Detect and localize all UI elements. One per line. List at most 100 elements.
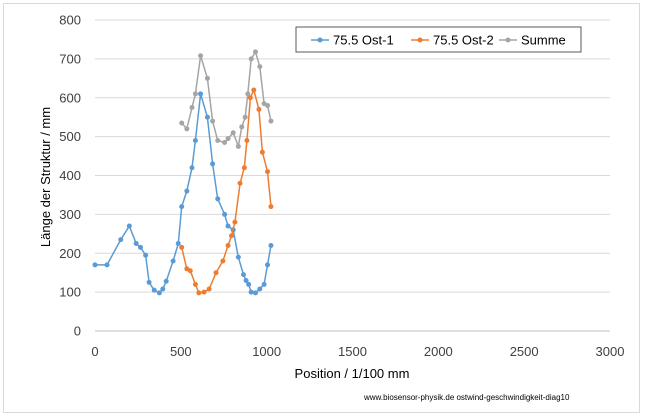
data-point	[239, 124, 245, 130]
legend-marker	[317, 37, 323, 43]
y-tick-label: 0	[74, 324, 81, 339]
data-point	[253, 49, 259, 55]
data-point	[201, 289, 207, 295]
x-tick-label: 1000	[252, 344, 281, 359]
y-tick-labels: 0 100 200 300 400 500 600 700 800	[59, 13, 81, 339]
data-point	[204, 114, 210, 120]
data-point	[143, 252, 149, 258]
legend-marker	[505, 37, 511, 43]
data-point	[257, 286, 263, 292]
data-point	[240, 272, 246, 278]
legend-label: 75.5 Ost-2	[433, 33, 494, 48]
data-point	[118, 237, 124, 243]
data-point	[248, 56, 254, 62]
data-point	[225, 136, 231, 142]
data-point	[210, 118, 216, 124]
series-line	[180, 87, 272, 294]
data-point	[92, 262, 98, 268]
data-point	[230, 130, 236, 136]
data-point	[265, 262, 271, 268]
data-point	[160, 286, 166, 292]
data-point	[248, 289, 254, 295]
data-point	[245, 91, 251, 97]
data-point	[244, 138, 250, 144]
data-point	[104, 262, 110, 268]
data-point	[192, 91, 198, 97]
x-tick-label: 3000	[596, 344, 625, 359]
data-point	[265, 169, 271, 175]
data-point	[215, 138, 221, 144]
series-1	[92, 91, 274, 296]
data-point	[246, 281, 252, 287]
chart-frame	[3, 3, 640, 413]
data-point	[247, 95, 253, 101]
data-point	[189, 165, 195, 171]
data-point	[235, 254, 241, 260]
source-note: www.biosensor-physik.de ostwind-geschwin…	[363, 393, 570, 402]
y-tick-label: 400	[59, 168, 81, 183]
data-point	[225, 223, 231, 229]
data-point	[189, 104, 195, 110]
data-point	[204, 75, 210, 81]
data-point	[265, 103, 271, 109]
data-point	[222, 139, 228, 145]
data-point	[170, 258, 176, 264]
legend-label: 75.5 Ost-1	[333, 33, 394, 48]
y-tick-label: 200	[59, 246, 81, 261]
data-point	[163, 278, 169, 284]
legend: 75.5 Ost-1 75.5 Ost-2 Summe	[295, 26, 582, 53]
data-point	[232, 219, 238, 225]
data-point	[235, 143, 241, 149]
data-point	[261, 281, 267, 287]
data-point	[242, 114, 248, 120]
x-tick-label: 2500	[510, 344, 539, 359]
data-point	[133, 241, 139, 247]
legend-label: Summe	[521, 33, 566, 48]
data-point	[137, 244, 143, 250]
legend-item: 75.5 Ost-1	[311, 33, 394, 48]
data-point	[225, 242, 231, 248]
data-point	[257, 64, 263, 70]
y-axis-title: Länge der Struktur / mm	[38, 107, 53, 247]
data-point	[268, 242, 274, 248]
data-point	[237, 180, 243, 186]
data-point	[268, 204, 274, 210]
data-point	[151, 287, 157, 293]
data-point	[179, 204, 185, 210]
data-point	[192, 138, 198, 144]
x-tick-label: 0	[91, 344, 98, 359]
x-tick-label: 1500	[338, 344, 367, 359]
y-tick-label: 500	[59, 129, 81, 144]
y-tick-label: 600	[59, 90, 81, 105]
data-point	[210, 161, 216, 167]
data-point	[256, 106, 262, 112]
series-3	[179, 49, 274, 150]
data-point	[187, 268, 193, 274]
data-point	[215, 196, 221, 202]
legend-item: Summe	[499, 33, 566, 48]
data-point	[241, 165, 247, 171]
data-point	[220, 258, 226, 264]
series-2	[179, 87, 274, 296]
x-tick-label: 2000	[424, 344, 453, 359]
legend-marker	[417, 37, 423, 43]
x-axis-title: Position / 1/100 mm	[295, 366, 410, 381]
data-point	[228, 233, 234, 239]
y-tick-label: 100	[59, 285, 81, 300]
data-point	[196, 290, 202, 296]
x-tick-label: 500	[170, 344, 192, 359]
data-point	[156, 290, 162, 296]
data-point	[222, 211, 228, 217]
data-point	[126, 223, 132, 229]
legend-box	[295, 26, 582, 53]
y-tick-label: 300	[59, 207, 81, 222]
data-point	[184, 188, 190, 194]
data-point	[206, 286, 212, 292]
y-tick-label: 800	[59, 13, 81, 28]
legend-item: 75.5 Ost-2	[411, 33, 494, 48]
data-point	[175, 241, 181, 247]
x-tick-labels: 0 500 1000 1500 2000 2500 3000	[91, 344, 624, 359]
data-point	[259, 149, 265, 155]
data-series	[92, 49, 274, 296]
